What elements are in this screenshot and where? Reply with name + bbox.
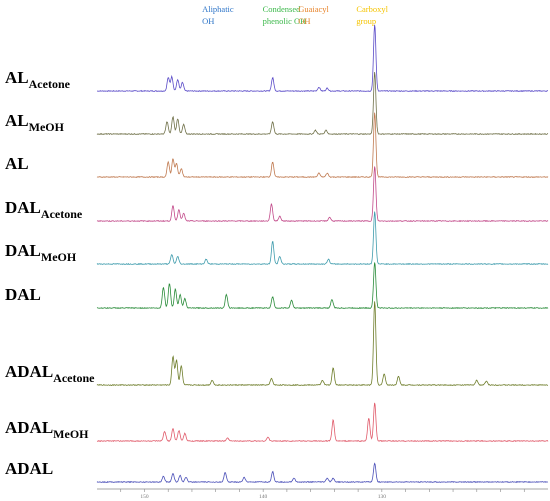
region-label-3-line-0: Carboxyl xyxy=(356,4,388,14)
sample-label-name-0: AL xyxy=(5,68,29,87)
spectrum-line-5 xyxy=(96,262,549,310)
highlight-regions: Aliphatic OH Condensed phenolic OH Guaiacyl O… xyxy=(202,4,389,26)
sample-label-3: DALAcetone xyxy=(5,198,83,221)
sample-label-6: ADALAcetone xyxy=(5,362,95,385)
sample-label-name-5: DAL xyxy=(5,285,41,304)
x-tick-label-2: 130 xyxy=(378,494,387,500)
spectrum-line-0 xyxy=(97,24,548,93)
x-tick-label-1: 140 xyxy=(259,494,268,500)
sample-label-name-7: ADAL xyxy=(5,418,53,437)
spectrum-line-4 xyxy=(96,211,549,266)
region-label-0-line-0: Aliphatic xyxy=(202,4,234,14)
spectrum-line-1 xyxy=(96,72,549,136)
spectra-traces xyxy=(96,24,549,484)
sample-label-8: ADAL xyxy=(5,459,53,478)
sample-label-name-6: ADAL xyxy=(5,362,53,381)
region-label-3-line-1: group xyxy=(356,16,376,26)
sample-label-subscript-0: Acetone xyxy=(29,77,71,91)
sample-label-name-3: DAL xyxy=(5,198,41,217)
sample-label-subscript-4: MeOH xyxy=(41,250,77,264)
sample-label-name-1: AL xyxy=(5,111,29,130)
region-label-1-line-0: Condensed xyxy=(263,4,302,14)
sample-label-name-8: ADAL xyxy=(5,459,53,478)
region-label-1-line-1: phenolic OH xyxy=(263,16,307,26)
spectrum-line-3 xyxy=(96,166,549,223)
x-axis: 150 140 130 xyxy=(97,488,548,500)
sample-label-4: DALMeOH xyxy=(5,241,77,264)
region-label-2-line-1: OH xyxy=(298,16,310,26)
sample-label-2: AL xyxy=(5,154,29,173)
sample-label-name-2: AL xyxy=(5,154,29,173)
sample-label-0: ALAcetone xyxy=(5,68,71,91)
sample-label-subscript-1: MeOH xyxy=(29,120,65,134)
sample-label-5: DAL xyxy=(5,285,41,304)
sample-label-name-4: DAL xyxy=(5,241,41,260)
sample-label-1: ALMeOH xyxy=(5,111,65,134)
x-tick-label-0: 150 xyxy=(140,494,149,500)
spectrum-line-8 xyxy=(96,462,549,484)
spectrum-line-7 xyxy=(96,402,549,443)
region-label-2-line-0: Guaiacyl xyxy=(298,4,329,14)
sample-label-subscript-6: Acetone xyxy=(53,371,95,385)
spectrum-line-6 xyxy=(96,301,549,387)
region-label-0-line-1: OH xyxy=(202,16,214,26)
spectrum-line-2 xyxy=(96,112,549,179)
sample-label-subscript-3: Acetone xyxy=(41,207,83,221)
sample-labels: ALAcetoneALMeOHALDALAcetoneDALMeOHDALADA… xyxy=(5,68,95,478)
sample-label-7: ADALMeOH xyxy=(5,418,89,441)
sample-label-subscript-7: MeOH xyxy=(53,427,89,441)
